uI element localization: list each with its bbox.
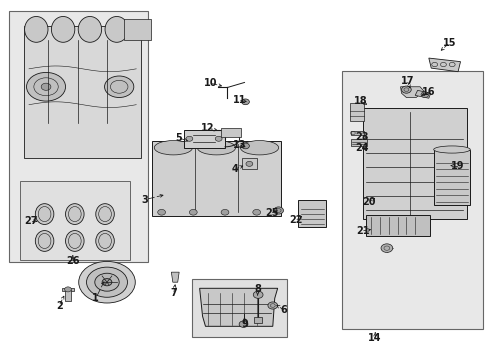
Circle shape — [380, 244, 392, 252]
Ellipse shape — [154, 140, 192, 155]
Circle shape — [102, 279, 112, 286]
FancyBboxPatch shape — [341, 71, 483, 329]
Text: 23: 23 — [354, 132, 367, 142]
FancyBboxPatch shape — [350, 139, 366, 146]
Circle shape — [252, 210, 260, 215]
FancyBboxPatch shape — [349, 103, 364, 121]
Text: 22: 22 — [289, 215, 303, 225]
Ellipse shape — [240, 140, 278, 155]
FancyBboxPatch shape — [242, 158, 256, 169]
FancyBboxPatch shape — [191, 279, 286, 337]
Text: 6: 6 — [280, 305, 286, 315]
Polygon shape — [124, 19, 151, 40]
Circle shape — [253, 291, 263, 298]
Polygon shape — [414, 90, 430, 98]
Circle shape — [104, 76, 134, 98]
FancyBboxPatch shape — [298, 201, 326, 227]
Ellipse shape — [35, 204, 54, 225]
Circle shape — [189, 210, 197, 215]
FancyBboxPatch shape — [65, 291, 71, 301]
Text: 12: 12 — [201, 123, 214, 133]
FancyBboxPatch shape — [254, 317, 262, 323]
Circle shape — [221, 210, 228, 215]
Circle shape — [273, 207, 283, 214]
FancyBboxPatch shape — [62, 288, 74, 291]
Text: 21: 21 — [355, 226, 368, 236]
Circle shape — [185, 136, 192, 141]
Ellipse shape — [65, 204, 84, 225]
FancyBboxPatch shape — [24, 26, 141, 158]
Ellipse shape — [96, 230, 114, 251]
Text: 7: 7 — [170, 288, 177, 298]
Ellipse shape — [433, 146, 469, 153]
Polygon shape — [428, 58, 460, 72]
Ellipse shape — [197, 140, 235, 155]
Text: 13: 13 — [232, 140, 246, 150]
Ellipse shape — [35, 230, 54, 251]
Circle shape — [267, 302, 277, 309]
Text: 5: 5 — [175, 133, 182, 143]
Circle shape — [241, 143, 249, 149]
Text: 14: 14 — [367, 333, 381, 343]
Circle shape — [241, 99, 249, 105]
Text: 15: 15 — [442, 38, 455, 48]
Ellipse shape — [96, 204, 114, 225]
Ellipse shape — [24, 17, 48, 42]
Polygon shape — [199, 288, 277, 326]
Text: 8: 8 — [254, 284, 261, 294]
FancyBboxPatch shape — [362, 108, 467, 220]
Text: 27: 27 — [24, 216, 38, 226]
Circle shape — [420, 92, 428, 98]
Circle shape — [41, 83, 51, 90]
Text: 19: 19 — [450, 161, 464, 171]
Polygon shape — [400, 87, 423, 98]
Ellipse shape — [78, 17, 102, 42]
Circle shape — [26, 72, 65, 101]
Circle shape — [215, 136, 222, 141]
Text: 18: 18 — [353, 96, 366, 106]
Text: 10: 10 — [203, 78, 217, 88]
Text: 11: 11 — [232, 95, 246, 105]
Text: 24: 24 — [354, 143, 367, 153]
Polygon shape — [171, 272, 179, 282]
FancyBboxPatch shape — [9, 12, 148, 262]
Text: 26: 26 — [66, 256, 80, 266]
FancyBboxPatch shape — [350, 131, 364, 135]
Text: 3: 3 — [141, 195, 147, 205]
Text: 9: 9 — [241, 319, 247, 329]
Text: 1: 1 — [92, 293, 99, 303]
Ellipse shape — [105, 17, 128, 42]
FancyBboxPatch shape — [20, 181, 130, 260]
FancyBboxPatch shape — [183, 130, 224, 148]
FancyBboxPatch shape — [152, 140, 281, 216]
Ellipse shape — [65, 230, 84, 251]
Circle shape — [158, 210, 165, 215]
Circle shape — [64, 287, 71, 292]
Circle shape — [239, 321, 247, 327]
FancyBboxPatch shape — [221, 128, 240, 137]
Text: 20: 20 — [362, 197, 375, 207]
Circle shape — [79, 261, 135, 303]
Text: 17: 17 — [400, 76, 413, 86]
Circle shape — [401, 86, 410, 93]
FancyBboxPatch shape — [433, 149, 469, 205]
Text: 4: 4 — [231, 164, 238, 174]
Text: 16: 16 — [421, 87, 435, 97]
Circle shape — [245, 161, 252, 166]
Text: 25: 25 — [264, 208, 278, 218]
Ellipse shape — [51, 17, 75, 42]
FancyBboxPatch shape — [366, 215, 429, 235]
Circle shape — [86, 267, 127, 297]
Circle shape — [95, 273, 119, 291]
Text: 2: 2 — [56, 301, 62, 311]
